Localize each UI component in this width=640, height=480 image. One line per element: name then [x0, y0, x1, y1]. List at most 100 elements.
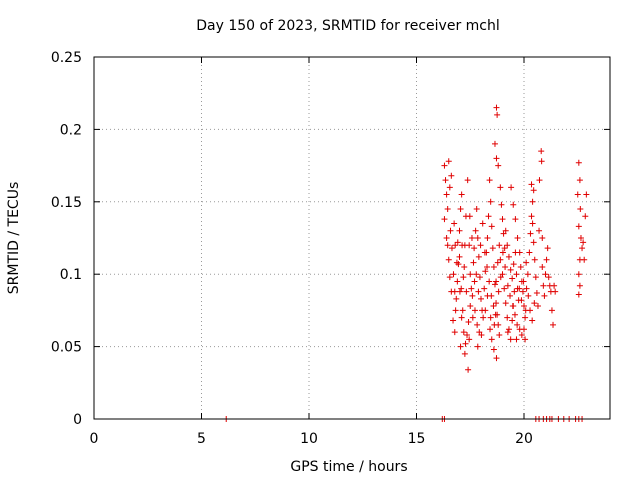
data-point	[453, 259, 460, 266]
data-point	[508, 184, 515, 191]
data-point	[531, 300, 538, 307]
data-point	[494, 111, 501, 118]
data-point	[575, 291, 582, 298]
data-point	[454, 239, 461, 246]
data-point	[576, 282, 583, 289]
data-point	[468, 235, 475, 241]
x-tick-label: 20	[515, 431, 533, 447]
data-point	[536, 177, 543, 184]
data-point	[504, 242, 511, 249]
y-tick-label: 0.05	[51, 340, 82, 356]
data-point	[474, 343, 481, 350]
data-point	[469, 292, 476, 299]
y-axis-label: SRMTID / TECUs	[6, 182, 22, 295]
data-point	[473, 271, 480, 278]
data-point	[468, 285, 475, 292]
data-point	[509, 317, 516, 324]
data-point	[485, 213, 492, 220]
data-point	[464, 177, 471, 184]
data-point	[512, 216, 519, 223]
data-point	[491, 281, 498, 288]
data-point	[531, 256, 538, 263]
data-point	[522, 336, 529, 343]
data-point	[452, 242, 459, 249]
data-point	[498, 201, 505, 208]
data-point	[448, 172, 455, 179]
data-point	[453, 295, 460, 302]
data-point	[532, 274, 539, 281]
y-tick-label: 0.25	[51, 50, 82, 66]
x-tick-label: 0	[90, 431, 99, 447]
data-point	[575, 223, 582, 230]
data-point	[576, 177, 583, 184]
data-point	[497, 184, 504, 191]
data-point	[488, 223, 495, 230]
data-point	[530, 187, 537, 194]
data-point	[523, 259, 530, 266]
data-point	[448, 245, 455, 252]
data-point	[574, 191, 581, 198]
data-point	[460, 274, 467, 281]
data-point	[505, 326, 512, 333]
data-point	[478, 295, 484, 302]
data-point	[460, 329, 467, 336]
data-point	[513, 336, 520, 343]
data-point	[475, 288, 482, 295]
data-point	[448, 288, 455, 295]
data-point	[539, 235, 546, 241]
data-point	[525, 292, 532, 299]
data-point	[510, 261, 517, 268]
data-point	[493, 300, 500, 307]
data-point	[529, 317, 536, 324]
data-point	[488, 292, 495, 299]
data-point	[530, 239, 537, 246]
data-point	[458, 191, 465, 198]
data-point	[507, 266, 514, 273]
data-point	[471, 307, 478, 314]
data-point	[511, 311, 518, 318]
y-axis: 0 0.05 0.1 0.15 0.2 0.25	[51, 50, 610, 428]
data-point	[486, 177, 493, 184]
data-point	[464, 332, 471, 339]
data-point	[487, 326, 494, 333]
data-point	[499, 216, 506, 223]
x-axis-label: GPS time / hours	[290, 459, 407, 475]
x-tick-label: 10	[300, 431, 318, 447]
data-point	[475, 253, 482, 260]
data-point	[456, 253, 463, 260]
data-point	[507, 336, 514, 343]
data-point	[481, 249, 488, 256]
plot-frame	[93, 56, 611, 420]
data-point	[504, 314, 511, 321]
data-point	[457, 206, 464, 213]
data-point	[509, 275, 516, 282]
y-tick-label: 0.2	[60, 122, 82, 138]
data-point	[493, 278, 500, 285]
data-point	[521, 326, 527, 333]
data-point	[458, 314, 465, 321]
data-point	[461, 263, 468, 270]
data-point	[582, 213, 589, 220]
data-point	[477, 242, 484, 249]
data-point	[499, 249, 506, 256]
data-point	[470, 259, 477, 266]
data-point	[522, 314, 529, 321]
data-point	[456, 227, 463, 234]
data-point	[441, 162, 448, 169]
data-point	[471, 278, 478, 285]
data-point	[445, 256, 452, 263]
data-point	[533, 290, 540, 297]
data-point	[529, 198, 536, 205]
data-point	[542, 271, 549, 278]
data-point	[472, 227, 479, 234]
data-point	[479, 220, 486, 227]
data-point	[490, 346, 497, 353]
data-point	[481, 285, 488, 292]
x-tick-label: 5	[197, 431, 206, 447]
data-point	[466, 242, 473, 249]
data-point	[539, 263, 546, 270]
data-point	[575, 271, 582, 278]
data-point	[469, 314, 476, 321]
data-point	[523, 285, 530, 292]
